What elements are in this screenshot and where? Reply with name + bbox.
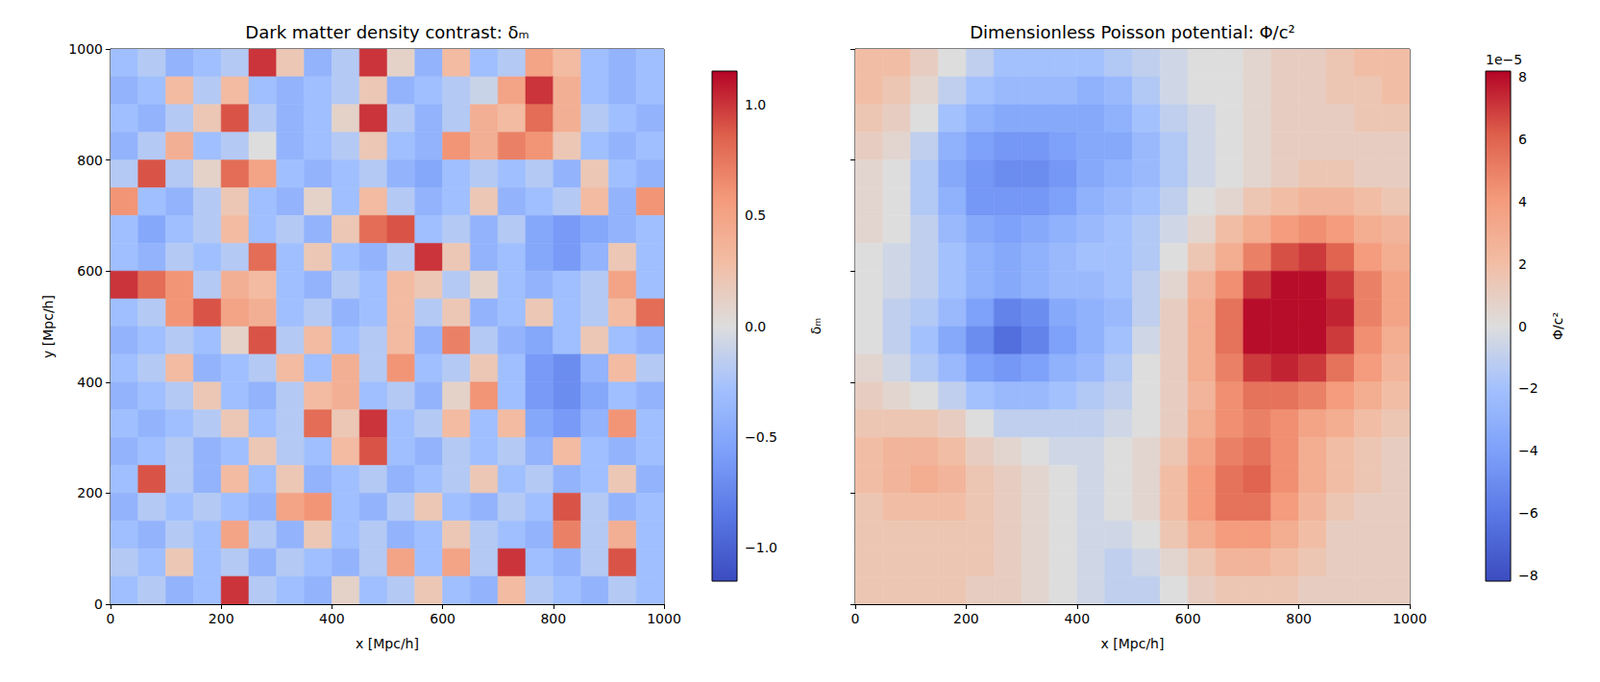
svg-text:1000: 1000 <box>1392 611 1428 627</box>
svg-text:200: 200 <box>76 485 103 501</box>
svg-text:600: 600 <box>1175 611 1202 627</box>
svg-text:−2: −2 <box>1518 380 1539 396</box>
svg-text:1e−5: 1e−5 <box>1485 51 1523 68</box>
svg-text:800: 800 <box>540 611 567 627</box>
svg-text:600: 600 <box>429 611 456 627</box>
svg-text:−8: −8 <box>1518 567 1539 584</box>
svg-text:y [Mpc/h]: y [Mpc/h] <box>40 295 56 359</box>
svg-text:400: 400 <box>319 611 345 627</box>
svg-text:Φ/c²: Φ/c² <box>1550 312 1566 341</box>
svg-text:200: 200 <box>953 611 980 627</box>
svg-text:400: 400 <box>1063 611 1090 627</box>
svg-text:Dark matter density contrast:: Dark matter density contrast: δₘ <box>245 22 529 43</box>
svg-text:8: 8 <box>1518 69 1527 85</box>
svg-text:−4: −4 <box>1518 443 1539 459</box>
svg-text:Dimensionless Poisson potentia: Dimensionless Poisson potential: Φ/c² <box>969 22 1296 43</box>
svg-text:0: 0 <box>1518 319 1527 335</box>
svg-text:1000: 1000 <box>646 611 682 627</box>
svg-text:400: 400 <box>76 374 103 391</box>
svg-text:0: 0 <box>94 596 103 613</box>
svg-text:4: 4 <box>1518 194 1527 210</box>
svg-text:0: 0 <box>851 611 861 627</box>
svg-text:x [Mpc/h]: x [Mpc/h] <box>1101 636 1165 652</box>
svg-text:δₘ: δₘ <box>808 318 824 335</box>
svg-text:800: 800 <box>76 152 103 169</box>
svg-text:800: 800 <box>1285 611 1312 627</box>
svg-text:200: 200 <box>208 611 235 627</box>
svg-text:0: 0 <box>106 611 116 627</box>
svg-text:1.0: 1.0 <box>744 97 766 113</box>
svg-text:600: 600 <box>76 263 103 279</box>
svg-text:6: 6 <box>1518 131 1527 148</box>
svg-text:−6: −6 <box>1518 505 1539 521</box>
svg-text:x [Mpc/h]: x [Mpc/h] <box>355 636 419 652</box>
svg-text:−0.5: −0.5 <box>744 429 778 445</box>
svg-text:0.5: 0.5 <box>744 207 766 223</box>
svg-text:0.0: 0.0 <box>744 319 766 335</box>
svg-text:−1.0: −1.0 <box>744 540 778 556</box>
svg-text:2: 2 <box>1518 256 1527 272</box>
svg-text:1000: 1000 <box>68 41 103 57</box>
